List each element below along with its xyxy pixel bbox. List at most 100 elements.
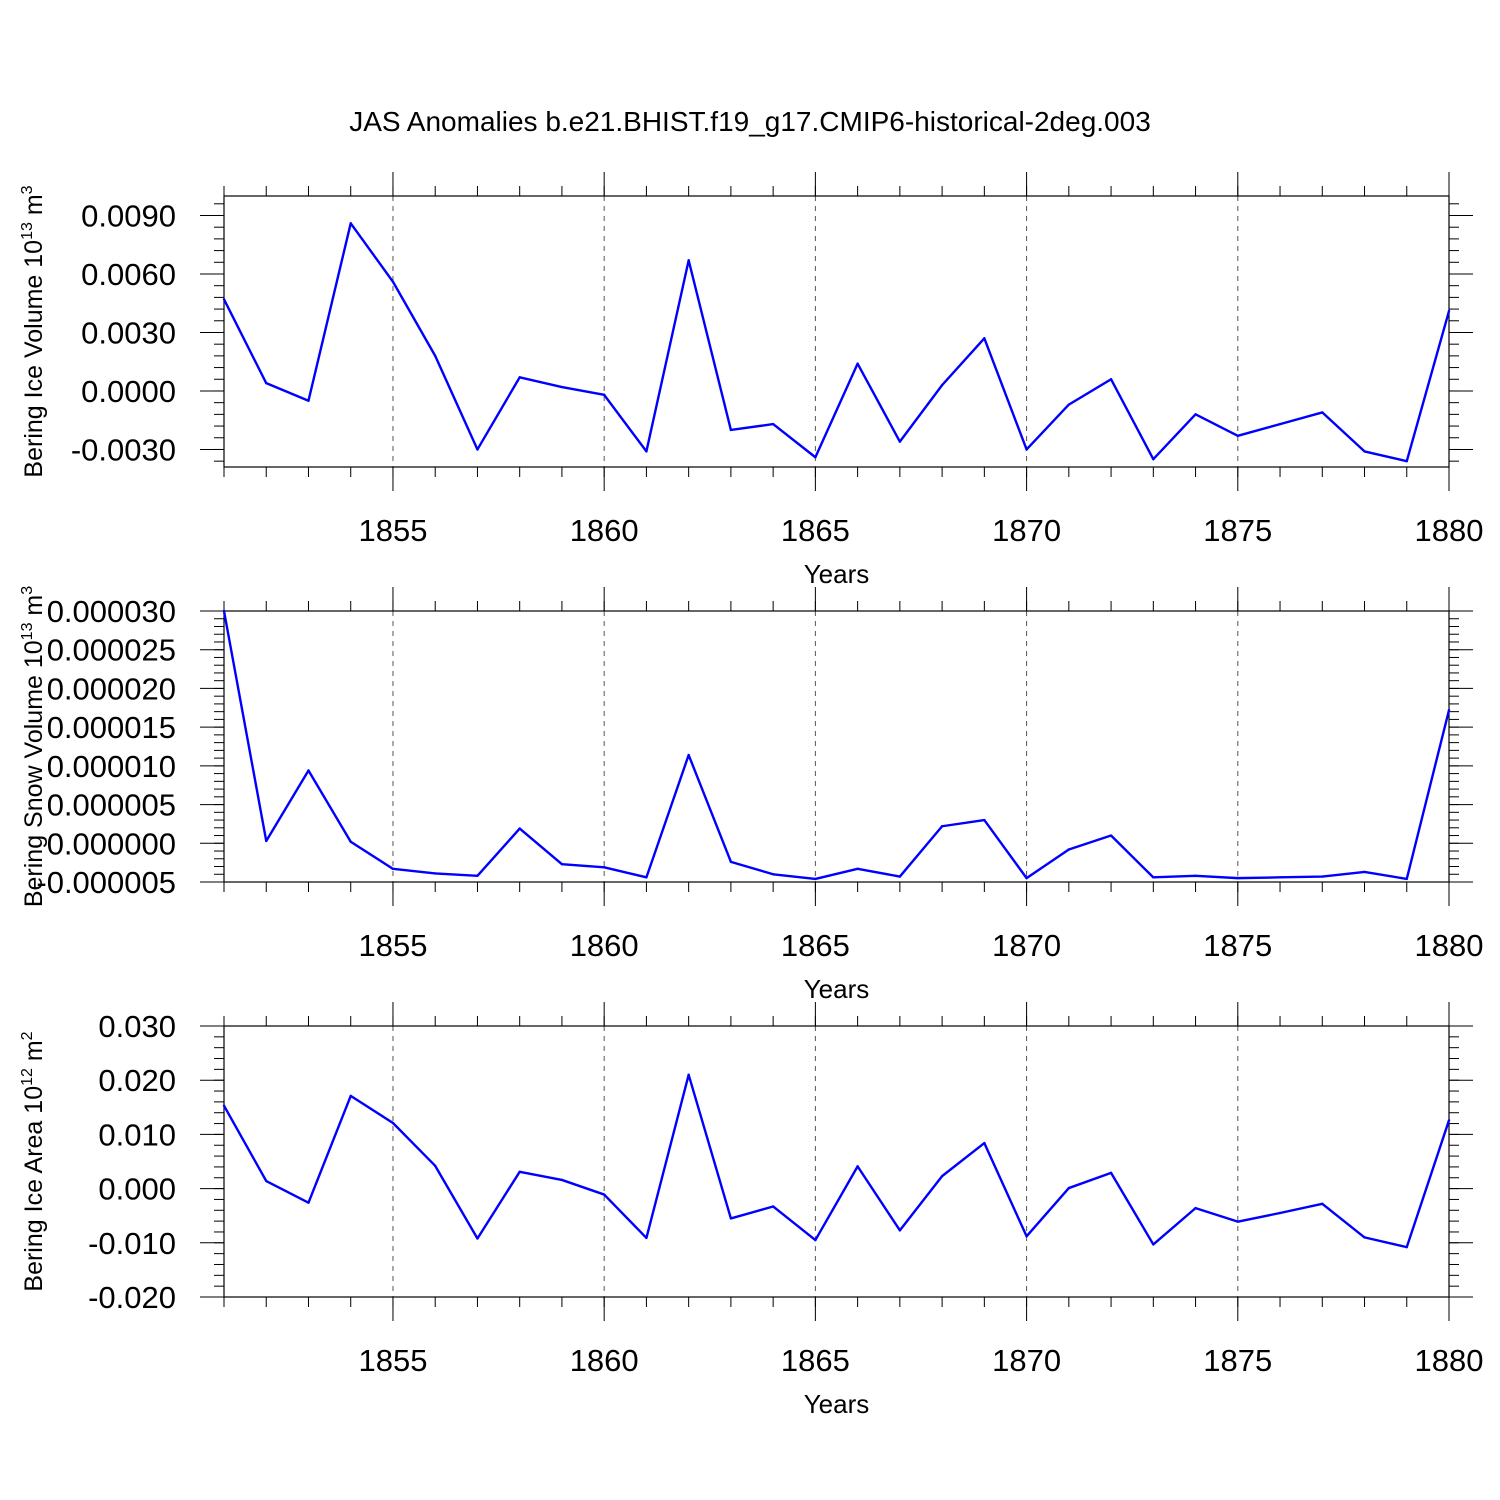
data-point <box>1194 413 1197 416</box>
data-point <box>983 337 986 340</box>
y-tick-label: -0.020 <box>88 1280 176 1315</box>
y-tick-label: 0.000005 <box>47 788 176 823</box>
data-point <box>434 354 437 358</box>
data-point <box>1321 411 1324 414</box>
data-point <box>898 875 902 878</box>
x-tick-label: 1855 <box>358 513 427 548</box>
data-point <box>1236 434 1239 438</box>
data-point <box>222 1104 226 1107</box>
data-point <box>222 298 226 301</box>
x-tick-label: 1880 <box>1415 928 1484 963</box>
data-point <box>1405 1245 1408 1249</box>
series-line <box>222 610 1451 881</box>
data-point <box>1109 834 1113 837</box>
data-point <box>814 456 817 459</box>
data-point <box>771 1205 775 1208</box>
data-point <box>940 1174 944 1178</box>
data-point <box>307 399 310 402</box>
y-tick-label: -0.010 <box>88 1226 176 1261</box>
chart-panel-3: -0.020 -0.010 0.000 0.010 0.020 0.030 1855 1860… <box>19 1002 1483 1419</box>
data-point <box>434 1164 437 1168</box>
y-axis-label-unit: m <box>20 1040 48 1068</box>
y-axis-label-unit-exponent: 2 <box>19 1031 36 1040</box>
x-tick-label: 1880 <box>1415 513 1484 548</box>
data-point <box>222 609 226 613</box>
y-tick-label: 0.030 <box>98 1009 176 1044</box>
x-axis-label: Years <box>804 974 870 1004</box>
data-point <box>1236 876 1239 880</box>
data-point <box>560 862 564 866</box>
x-tick-label: 1865 <box>781 928 850 963</box>
series-line <box>222 222 1451 463</box>
data-point <box>1447 309 1451 313</box>
data-point <box>645 450 648 453</box>
data-point <box>1363 870 1366 874</box>
panels: -0.0030 0.0000 0.0030 0.0060 0.0090 1855 1860 1… <box>19 172 1483 1419</box>
y-axis-label-exponent: 13 <box>19 622 36 640</box>
data-point <box>349 1094 352 1098</box>
y-tick-label: 0.000010 <box>47 749 176 784</box>
data-point <box>1363 1236 1366 1239</box>
x-tick-label: 1875 <box>1203 928 1272 963</box>
x-tick-label: 1865 <box>781 513 850 548</box>
plot-frame <box>223 195 1450 468</box>
data-point <box>1109 378 1113 381</box>
x-tick-label: 1870 <box>992 513 1061 548</box>
data-point <box>856 1165 859 1168</box>
y-axis-label: Bering Ice Volume 1013 m3 <box>19 185 48 477</box>
data-point <box>940 383 944 387</box>
data-point <box>856 867 859 871</box>
data-point <box>265 1179 268 1183</box>
data-point <box>898 1229 902 1232</box>
y-tick-label: 0.020 <box>98 1063 176 1098</box>
y-axis-label-text: Bering Ice Area 10 <box>20 1086 48 1292</box>
data-point <box>687 753 690 757</box>
y-axis-label-exponent: 13 <box>19 222 36 240</box>
y-axis-label: Bering Snow Volume 1013 m3 <box>19 586 48 907</box>
y-tick-label: 0.010 <box>98 1117 176 1152</box>
data-point <box>1447 708 1451 712</box>
data-point <box>560 385 564 389</box>
y-axis-label: Bering Ice Area 1012 m2 <box>19 1031 48 1291</box>
data-point <box>898 440 902 443</box>
y-axis-label-unit-exponent: 3 <box>19 586 36 595</box>
data-point <box>1152 1243 1155 1246</box>
x-tick-label: 1860 <box>570 1343 639 1378</box>
data-point <box>1405 877 1408 881</box>
data-point <box>1067 1186 1071 1190</box>
data-point <box>1236 1220 1239 1223</box>
data-point <box>265 839 268 843</box>
data-point <box>476 448 479 451</box>
y-axis-label-unit: m <box>20 194 48 222</box>
data-point <box>771 873 775 876</box>
series-line <box>222 1073 1451 1249</box>
data-point <box>602 866 606 869</box>
data-point <box>645 1236 648 1240</box>
data-point <box>1025 448 1028 451</box>
y-tick-label: 0.000020 <box>47 671 176 706</box>
data-point <box>1152 876 1155 879</box>
y-axis-label-text: Bering Ice Volume 10 <box>20 240 48 478</box>
x-tick-label: 1875 <box>1203 1343 1272 1378</box>
data-point <box>391 1121 395 1125</box>
data-point <box>1067 848 1071 851</box>
y-tick-label: 0.0090 <box>81 198 176 233</box>
data-point <box>1321 875 1324 878</box>
x-tick-label: 1860 <box>570 928 639 963</box>
data-point <box>307 769 310 772</box>
data-point <box>476 874 479 878</box>
y-tick-label: 0.000025 <box>47 633 176 668</box>
data-point <box>687 259 690 262</box>
data-point <box>518 376 521 379</box>
data-point <box>814 1238 817 1242</box>
data-point <box>518 1170 521 1173</box>
y-tick-label: 0.000 <box>98 1172 176 1207</box>
data-point <box>391 867 395 871</box>
data-point <box>1405 459 1408 463</box>
data-point <box>1278 422 1282 426</box>
x-axis-label: Years <box>804 1389 870 1419</box>
y-axis-label-unit: m <box>20 595 48 623</box>
x-tick-label: 1860 <box>570 513 639 548</box>
